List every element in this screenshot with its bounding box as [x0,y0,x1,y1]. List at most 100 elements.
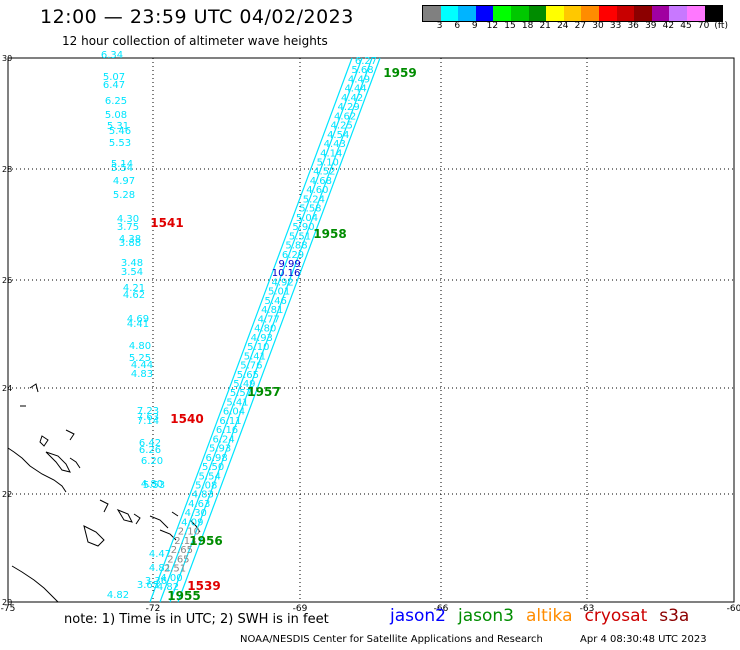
wave-height-label: 6.16 [216,425,238,436]
coastline [69,457,81,469]
wave-height-label: 5.58 [299,204,321,215]
wave-height-label: 2.65 [167,554,189,565]
wave-height-label: 6.24 [212,434,234,445]
wave-height-colorbar [422,5,724,22]
wave-height-label: 4.41 [127,319,149,330]
wave-height-label: 6.20 [141,456,163,467]
wave-height-label: 5.68 [351,65,373,76]
colorbar-tick-label: 36 [627,21,639,31]
lon-tick-label: -69 [293,604,308,614]
pass-time-label: 1959 [383,66,416,80]
colorbar-swatch [669,6,687,21]
wave-height-label: 4.81 [261,305,283,316]
wave-height-label: 4.93 [251,333,273,344]
track-line [177,57,381,603]
wave-height-label: 4.83 [131,369,153,380]
wave-height-label: 6.47 [103,80,125,91]
pass-time-label: 1540 [170,412,203,426]
footer-note: note: 1) Time is in UTC; 2) SWH is in fe… [64,612,329,627]
wave-height-label: 7.23 [137,406,159,417]
colorbar-swatch [528,6,547,21]
wave-height-label: 4.47 [149,549,171,560]
wave-height-label: 6.25 [105,96,127,107]
wave-height-label: 7.63 [137,412,159,423]
wave-height-label: 3.65 [137,580,159,591]
wave-height-label: 4.60 [306,185,328,196]
wave-height-label: 4.21 [123,283,145,294]
colorbar-labels: 3 6 9 12 15 18 21 24 27 30 33 36 39 42 45 70 (ft) [422,21,732,33]
wave-height-label: 5.25 [129,353,151,364]
coastline [65,429,75,441]
lon-tick-label: -63 [580,604,595,614]
coastline [39,435,49,447]
wave-height-label: 5.88 [285,241,307,252]
wave-height-label: 4.44 [344,84,366,95]
colorbar-swatch [598,6,617,21]
lon-tick-label: -72 [146,604,161,614]
colorbar-tick-label: 30 [592,21,604,31]
pass-time-label: 1955 [167,589,200,603]
coastline [99,499,109,513]
lat-tick-label: 30 [2,54,12,63]
wave-height-label: 4.62 [334,111,356,122]
colorbar-swatch [634,6,652,21]
pass-time-label: 1539 [187,579,220,593]
wave-height-label: 5.93 [209,444,231,455]
footer-date: Apr 4 08:30:48 UTC 2023 [580,634,707,645]
wave-height-label: 4.69 [127,314,149,325]
wave-height-label: 2.65 [171,545,193,556]
wave-height-label: 3.88 [119,238,141,249]
wave-height-label: 5.14 [111,159,133,170]
legend-altika: altika [526,606,573,626]
map-title: 12:00 — 23:59 UTC 04/02/2023 [40,6,354,28]
wave-height-label: 4.49 [348,74,370,85]
wave-height-label: 2.51 [164,564,186,575]
track-line [159,57,363,603]
wave-height-label: 5.46 [265,296,287,307]
wave-height-label: 6.34 [101,50,123,61]
wave-height-label: 5.50 [202,462,224,473]
coastline [189,519,201,533]
wave-height-label: 4.82 [107,590,129,601]
wave-height-label: 4.42 [341,93,363,104]
colorbar-tick-label: 21 [539,21,551,31]
coastline [29,383,39,393]
colorbar-swatch [510,6,529,21]
coastline [171,511,179,517]
lat-tick-label: 22 [2,490,12,499]
colorbar-swatch [440,6,459,21]
wave-height-label: 4.80 [141,479,163,490]
colorbar-tick-label: 15 [504,21,516,31]
colorbar-swatch [616,6,635,21]
colorbar-tick-label: 24 [557,21,569,31]
lat-tick-label: 28 [2,165,12,174]
wave-height-label: 5.01 [268,287,290,298]
lat-tick-label: 26 [2,276,12,285]
wave-height-label: 5.51 [289,231,311,242]
coastline [133,513,141,525]
wave-height-label: 5.04 [296,213,318,224]
colorbar-swatch [704,6,723,21]
lat-tick-label: 24 [2,384,12,393]
pass-time-label: 1957 [247,385,280,399]
wave-height-label: 4.68 [310,176,332,187]
colorbar-swatch [581,6,599,21]
wave-height-label: 4.97 [113,176,135,187]
wave-height-label: 4.25 [331,121,353,132]
wave-height-label: 5.49 [233,379,255,390]
wave-height-label: 4.77 [258,314,280,325]
wave-height-label: 9.99 [278,259,300,270]
wave-height-label: 5.65 [237,370,259,381]
lat-tick-label: 20 [2,598,12,607]
wave-height-label: 5.46 [109,126,131,137]
track-line [149,57,353,603]
wave-height-label: 4.54 [327,130,349,141]
wave-height-label: 4.14 [320,148,342,159]
pass-time-label: 1956 [189,534,222,548]
colorbar-tick-label: 39 [645,21,657,31]
legend-jason3: jason3 [458,606,514,626]
coastline [45,451,71,473]
wave-height-label: 5.41 [244,351,266,362]
legend-cryosat: cryosat [584,606,648,626]
